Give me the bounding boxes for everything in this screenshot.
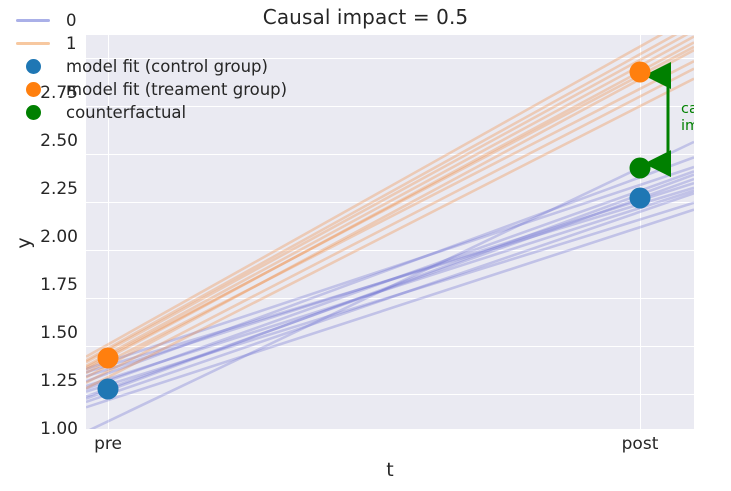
gridline-vertical-pre bbox=[108, 35, 110, 429]
model-fit-line bbox=[88, 140, 694, 429]
gridline-horizontal bbox=[86, 298, 694, 300]
model-fit-line bbox=[86, 41, 694, 371]
model-fit-line bbox=[86, 208, 694, 409]
legend-label: counterfactual bbox=[66, 103, 187, 122]
model-fit-line bbox=[86, 177, 694, 398]
legend-item-counterfactual[interactable]: counterfactual bbox=[10, 101, 310, 124]
y-tick-label: 1.25 bbox=[40, 371, 78, 391]
model-fit-line bbox=[86, 156, 694, 383]
gridline-horizontal bbox=[86, 346, 694, 348]
gridline-horizontal bbox=[86, 250, 694, 252]
data-point bbox=[629, 157, 651, 179]
legend-line-icon bbox=[10, 19, 56, 22]
model-fit-line bbox=[86, 67, 694, 384]
legend-dot-icon bbox=[10, 105, 56, 120]
y-tick-label: 1.50 bbox=[40, 323, 78, 343]
gridline-horizontal bbox=[86, 394, 694, 396]
model-fit-line bbox=[86, 165, 694, 371]
gridline-horizontal bbox=[86, 58, 694, 60]
x-tick-label-post: post bbox=[621, 434, 659, 454]
legend-dot-icon bbox=[10, 82, 56, 97]
legend: 0 1 model fit (control group) model fit … bbox=[10, 9, 310, 124]
legend-label: model fit (treament group) bbox=[66, 80, 288, 99]
data-point bbox=[629, 187, 651, 209]
model-fit-line bbox=[86, 59, 694, 375]
model-fit-lines bbox=[86, 35, 694, 429]
model-fit-line bbox=[86, 201, 694, 393]
x-tick-label-pre: pre bbox=[94, 434, 122, 454]
chart-title: Causal impact = 0.5 bbox=[262, 5, 469, 29]
legend-item-1[interactable]: 1 bbox=[10, 32, 310, 55]
model-fit-line bbox=[86, 192, 694, 404]
model-fit-line bbox=[86, 173, 694, 400]
model-fit-line bbox=[86, 45, 694, 369]
y-tick-label: 2.25 bbox=[40, 179, 78, 199]
gridline-vertical-post bbox=[640, 35, 642, 429]
data-point bbox=[629, 61, 651, 83]
legend-label: 0 bbox=[66, 11, 77, 30]
model-fit-line bbox=[86, 181, 694, 378]
y-tick-label: 2.50 bbox=[40, 131, 78, 151]
model-fit-line bbox=[86, 186, 694, 374]
y-tick-label: 1.00 bbox=[40, 419, 78, 439]
x-axis-label: t bbox=[386, 459, 394, 481]
gridline-horizontal bbox=[86, 106, 694, 108]
y-axis-tick-labels: 1.00 1.25 1.50 1.75 2.00 2.25 2.50 2.75 bbox=[0, 35, 78, 439]
legend-dot-icon bbox=[10, 59, 56, 74]
model-fit-line bbox=[86, 35, 664, 358]
model-fit-line bbox=[86, 35, 694, 368]
data-point bbox=[97, 378, 119, 400]
legend-line-icon bbox=[10, 42, 56, 45]
model-fit-line bbox=[86, 170, 694, 391]
model-fit-line bbox=[86, 77, 694, 390]
model-fit-line bbox=[86, 189, 694, 388]
gridline-horizontal bbox=[86, 202, 694, 204]
legend-label: 1 bbox=[66, 34, 77, 53]
legend-item-model-fit-control[interactable]: model fit (control group) bbox=[10, 55, 310, 78]
y-tick-label: 1.75 bbox=[40, 275, 78, 295]
causal-impact-label: causal impact bbox=[681, 100, 694, 134]
legend-label: model fit (control group) bbox=[66, 57, 268, 76]
y-tick-label: 2.00 bbox=[40, 227, 78, 247]
model-fit-line bbox=[86, 48, 694, 379]
y-tick-label: 2.75 bbox=[40, 83, 78, 103]
model-fit-line bbox=[86, 35, 689, 364]
model-fit-line bbox=[86, 35, 678, 362]
y-axis-label: y bbox=[13, 237, 35, 249]
data-point bbox=[97, 347, 119, 369]
legend-item-0[interactable]: 0 bbox=[10, 9, 310, 32]
plot-area: causal impact bbox=[86, 35, 694, 429]
legend-item-model-fit-treatment[interactable]: model fit (treament group) bbox=[10, 78, 310, 101]
gridline-horizontal bbox=[86, 154, 694, 156]
